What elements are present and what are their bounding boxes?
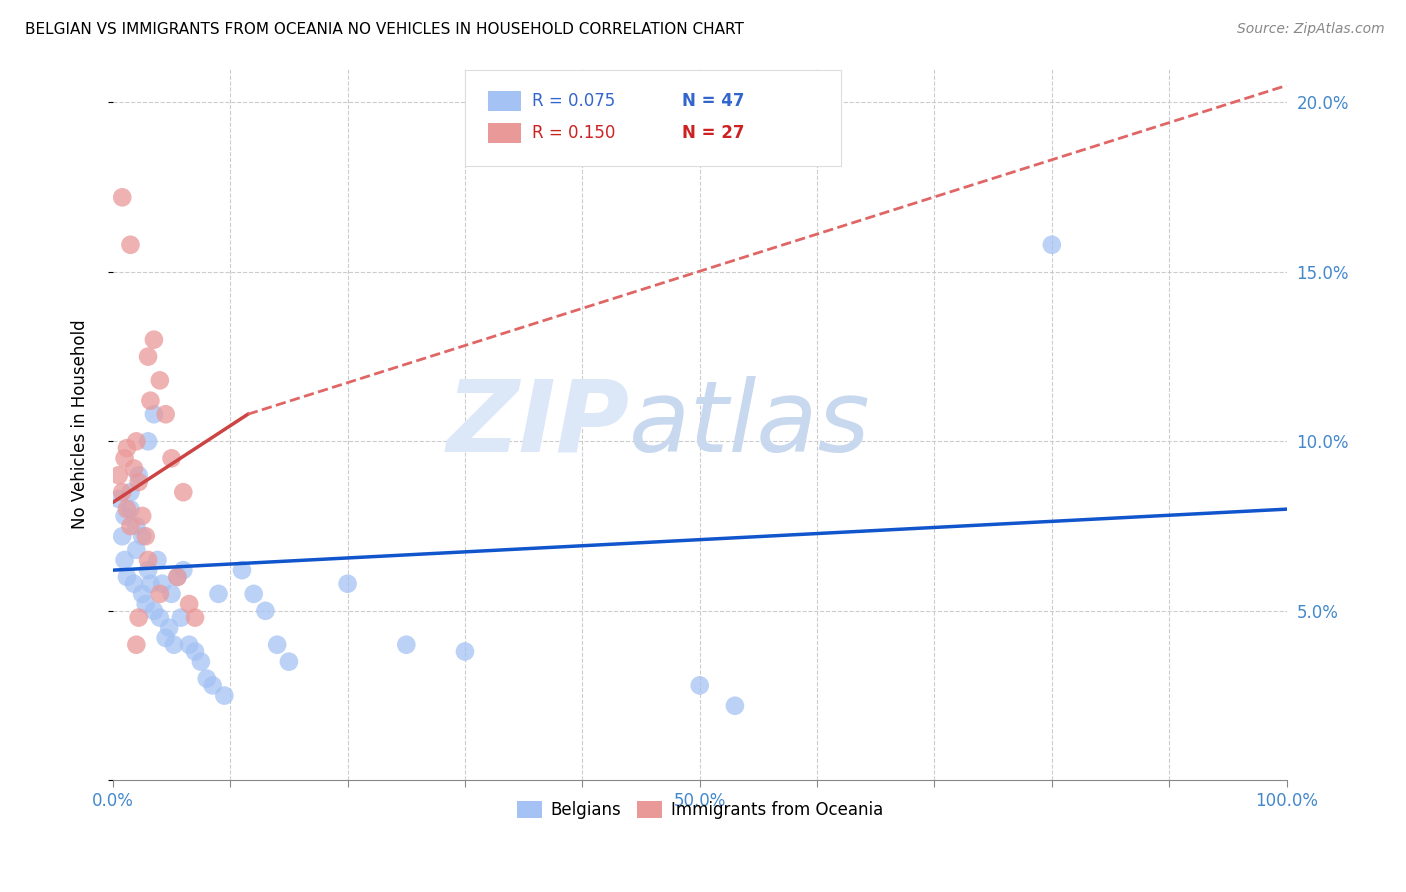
Text: N = 47: N = 47 bbox=[682, 92, 745, 111]
Point bbox=[155, 407, 177, 421]
Point bbox=[242, 587, 264, 601]
Point bbox=[336, 576, 359, 591]
Point bbox=[114, 451, 136, 466]
Text: R = 0.150: R = 0.150 bbox=[531, 124, 616, 143]
Point bbox=[111, 529, 134, 543]
Point bbox=[122, 576, 145, 591]
Point bbox=[184, 644, 207, 658]
Legend: Belgians, Immigrants from Oceania: Belgians, Immigrants from Oceania bbox=[510, 794, 890, 825]
Point bbox=[111, 190, 134, 204]
Point bbox=[146, 553, 169, 567]
Point bbox=[120, 519, 142, 533]
Point bbox=[128, 468, 150, 483]
Point bbox=[114, 508, 136, 523]
Point bbox=[201, 678, 224, 692]
Point bbox=[107, 468, 129, 483]
Text: R = 0.075: R = 0.075 bbox=[531, 92, 616, 111]
Point bbox=[131, 587, 153, 601]
Point bbox=[454, 644, 477, 658]
Point bbox=[142, 333, 165, 347]
Text: Source: ZipAtlas.com: Source: ZipAtlas.com bbox=[1237, 22, 1385, 37]
Text: ZIP: ZIP bbox=[446, 376, 630, 473]
Y-axis label: No Vehicles in Household: No Vehicles in Household bbox=[72, 319, 89, 529]
Point bbox=[139, 576, 162, 591]
Point bbox=[149, 610, 172, 624]
Point bbox=[115, 570, 138, 584]
Point bbox=[136, 563, 159, 577]
Point bbox=[120, 502, 142, 516]
Point bbox=[231, 563, 253, 577]
Point bbox=[131, 529, 153, 543]
Point bbox=[689, 678, 711, 692]
Point bbox=[157, 621, 180, 635]
Point bbox=[214, 689, 236, 703]
Point bbox=[120, 237, 142, 252]
Point bbox=[139, 393, 162, 408]
Point bbox=[724, 698, 747, 713]
Point bbox=[184, 610, 207, 624]
Point bbox=[125, 542, 148, 557]
Point bbox=[149, 373, 172, 387]
Point bbox=[254, 604, 277, 618]
FancyBboxPatch shape bbox=[465, 70, 841, 166]
Point bbox=[195, 672, 218, 686]
Point bbox=[160, 587, 183, 601]
Point bbox=[277, 655, 299, 669]
Point bbox=[128, 475, 150, 489]
Point bbox=[266, 638, 288, 652]
Point bbox=[136, 350, 159, 364]
Point bbox=[131, 508, 153, 523]
Point bbox=[149, 587, 172, 601]
Point bbox=[172, 485, 194, 500]
Point bbox=[207, 587, 229, 601]
Bar bbox=[488, 123, 522, 144]
Point bbox=[170, 610, 193, 624]
Point bbox=[136, 434, 159, 449]
Point bbox=[1040, 237, 1063, 252]
Point bbox=[136, 553, 159, 567]
Point bbox=[395, 638, 418, 652]
Point bbox=[166, 570, 188, 584]
Point bbox=[115, 502, 138, 516]
Point bbox=[120, 485, 142, 500]
Text: N = 27: N = 27 bbox=[682, 124, 745, 143]
Point bbox=[125, 519, 148, 533]
Point bbox=[111, 485, 134, 500]
Text: atlas: atlas bbox=[630, 376, 870, 473]
Point bbox=[179, 638, 201, 652]
Point bbox=[107, 491, 129, 506]
Point bbox=[163, 638, 186, 652]
Point bbox=[142, 407, 165, 421]
Point bbox=[135, 529, 157, 543]
Point bbox=[160, 451, 183, 466]
Bar bbox=[488, 91, 522, 112]
Point bbox=[115, 441, 138, 455]
Point bbox=[122, 461, 145, 475]
Point bbox=[166, 570, 188, 584]
Point bbox=[179, 597, 201, 611]
Point bbox=[114, 553, 136, 567]
Point bbox=[125, 434, 148, 449]
Point bbox=[142, 604, 165, 618]
Point bbox=[135, 597, 157, 611]
Point bbox=[150, 576, 173, 591]
Point bbox=[190, 655, 212, 669]
Point bbox=[128, 610, 150, 624]
Text: BELGIAN VS IMMIGRANTS FROM OCEANIA NO VEHICLES IN HOUSEHOLD CORRELATION CHART: BELGIAN VS IMMIGRANTS FROM OCEANIA NO VE… bbox=[25, 22, 744, 37]
Point bbox=[155, 631, 177, 645]
Point bbox=[172, 563, 194, 577]
Point bbox=[125, 638, 148, 652]
